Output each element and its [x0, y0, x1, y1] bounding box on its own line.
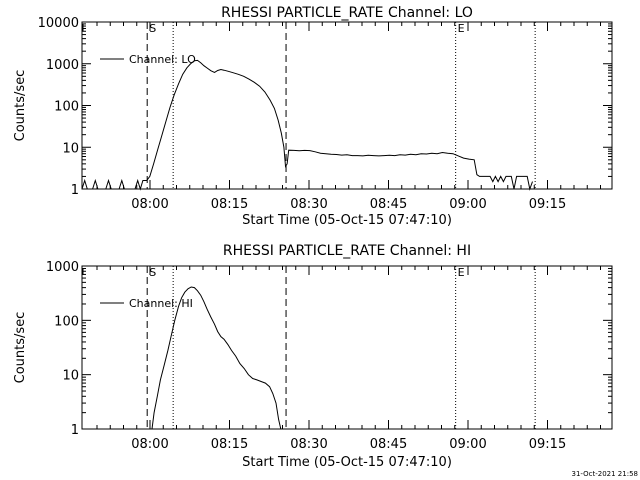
marker-label: E	[458, 22, 465, 35]
marker-label: S	[149, 266, 156, 279]
footer-timestamp: 31-Oct-2021 21:58	[572, 470, 638, 478]
x-tick-label: 08:00	[131, 437, 168, 452]
y-tick-label: 10000	[38, 16, 79, 31]
marker-label: E	[458, 266, 465, 279]
y-tick-label: 1000	[46, 58, 79, 73]
y-tick-label: 10	[62, 141, 79, 156]
y-tick-label: 10	[62, 369, 79, 384]
x-tick-label: 08:30	[290, 437, 327, 452]
plot-frame	[81, 265, 613, 430]
chart-panel-hi: RHESSI PARTICLE_RATE Channel: HI Start Ti…	[13, 243, 613, 470]
x-tick-label: 08:15	[211, 197, 248, 212]
series-line	[81, 59, 533, 191]
legend-label: Channel: HI	[129, 297, 193, 310]
series-line	[151, 286, 282, 430]
x-tick-label: 08:00	[131, 197, 168, 212]
x-tick-label: 09:15	[529, 437, 566, 452]
x-axis-label: Start Time (05-Oct-15 07:47:10)	[242, 213, 452, 228]
x-tick-label: 08:45	[370, 437, 407, 452]
x-tick-label: 08:15	[211, 437, 248, 452]
x-tick-label: 09:00	[449, 197, 486, 212]
legend-label: Channel: LO	[129, 53, 196, 66]
x-axis-label: Start Time (05-Oct-15 07:47:10)	[242, 455, 452, 470]
x-tick-label: 08:45	[370, 197, 407, 212]
y-tick-label: 100	[54, 314, 79, 329]
y-axis-label: Counts/sec	[13, 312, 28, 384]
chart-panel-lo: RHESSI PARTICLE_RATE Channel: LO Start Ti…	[13, 5, 613, 228]
y-tick-label: 1	[71, 183, 79, 198]
y-tick-label: 1	[71, 423, 79, 438]
y-axis-label: Counts/sec	[13, 70, 28, 142]
y-tick-label: 100	[54, 100, 79, 115]
x-tick-label: 08:30	[290, 197, 327, 212]
y-tick-label: 1000	[46, 260, 79, 275]
x-tick-label: 09:00	[449, 437, 486, 452]
chart-title: RHESSI PARTICLE_RATE Channel: LO	[221, 5, 473, 21]
marker-label: S	[149, 22, 156, 35]
chart-title: RHESSI PARTICLE_RATE Channel: HI	[223, 243, 471, 259]
x-tick-label: 09:15	[529, 197, 566, 212]
plot-frame	[81, 21, 613, 190]
